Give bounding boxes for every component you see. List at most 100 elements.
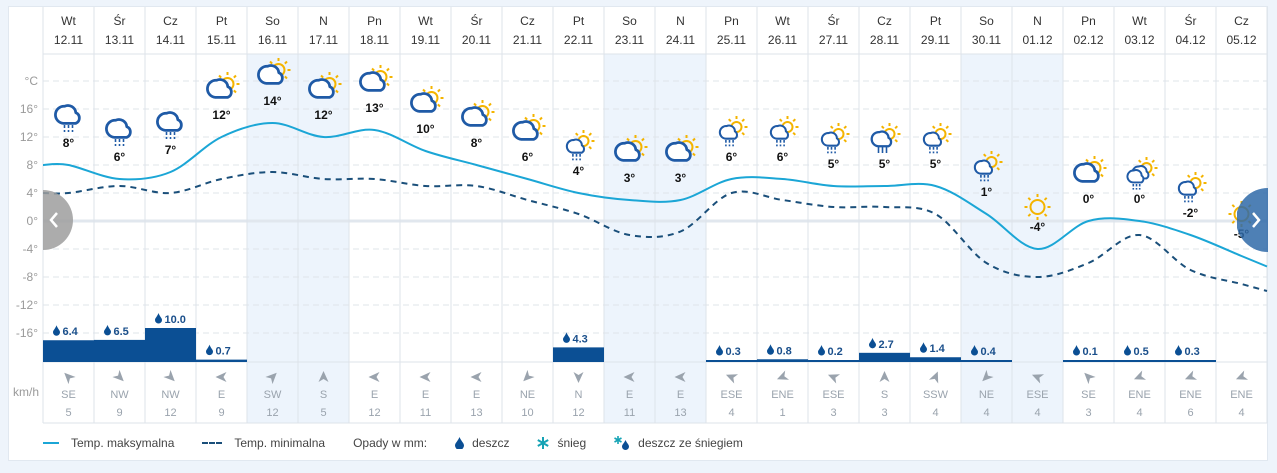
sun-ray — [233, 74, 237, 79]
day-date: 25.11 — [717, 33, 746, 47]
wind-arrow-icon — [112, 369, 124, 382]
day-name: Śr — [114, 13, 126, 28]
raindrop-icon — [206, 344, 213, 356]
sun-cloud-icon — [206, 72, 240, 99]
day-name: Wt — [775, 14, 790, 28]
temp-label: 5° — [879, 157, 891, 171]
raindrop-icon — [1124, 345, 1131, 356]
sun-ray — [218, 74, 222, 79]
sun-ray — [284, 75, 288, 80]
sun-ray — [335, 89, 339, 94]
sun-ray — [233, 89, 237, 94]
day-header: Śr 13.11 — [105, 13, 134, 47]
wind-unit-label: km/h — [13, 385, 39, 399]
wind-speed: 12 — [368, 407, 380, 419]
precip-bar — [757, 359, 808, 362]
scroll-left-button[interactable] — [43, 190, 73, 250]
day-header: Pt 22.11 — [564, 14, 593, 47]
cloud-rain-icon — [156, 111, 183, 139]
wind-speed: 13 — [470, 407, 482, 419]
wind-direction: E — [473, 389, 480, 401]
day-header: Cz 21.11 — [513, 14, 542, 47]
sun-ray — [843, 125, 847, 130]
day-name: N — [1033, 14, 1042, 28]
day-header: Pn 02.12 — [1073, 14, 1103, 47]
sun-ray — [1043, 213, 1048, 217]
wind-speed: 4 — [932, 407, 938, 419]
cloud-shape — [665, 141, 692, 162]
precip-label: 4.3 — [573, 333, 588, 345]
day-header: Cz 05.12 — [1226, 14, 1256, 47]
wind-arrow-icon — [368, 372, 380, 382]
raindrop-icon — [1073, 345, 1080, 356]
temp-label: 5° — [828, 157, 840, 171]
wind-direction: E — [371, 389, 378, 401]
legend-max: Temp. maksymalna — [43, 436, 174, 450]
legend-rain-label: deszcz — [472, 436, 510, 450]
day-header: Pn 25.11 — [717, 14, 746, 47]
sun-ray — [437, 88, 441, 93]
wind-arrow-icon — [928, 371, 939, 384]
temp-label: 5° — [930, 157, 942, 171]
sun-ray — [728, 118, 732, 123]
day-name: So — [622, 14, 637, 28]
cloud-shape — [1126, 169, 1145, 184]
wind-arrow-icon — [725, 374, 739, 384]
day-name: Cz — [877, 14, 892, 28]
sun-ray — [692, 152, 696, 157]
temp-label: -2° — [1183, 206, 1199, 220]
cloud-shape — [973, 159, 994, 175]
wind-speed: 3 — [1085, 407, 1091, 419]
wind-direction: S — [881, 389, 888, 401]
wind-speed: 11 — [624, 407, 635, 419]
cloud-shape — [257, 64, 284, 85]
day-date: 26.11 — [768, 33, 797, 47]
scroll-right-button[interactable] — [1236, 188, 1268, 252]
sun-ray — [269, 60, 273, 65]
sleet-icon — [614, 436, 630, 450]
cloud-shape — [410, 92, 437, 113]
day-header: So 16.11 — [258, 14, 287, 47]
legend-min-swatch — [202, 442, 223, 444]
sun-ray — [1138, 159, 1142, 164]
wind-speed: 9 — [116, 407, 122, 419]
precip-bar — [43, 340, 94, 362]
wind-direction: ESE — [720, 389, 742, 401]
day-date: 28.11 — [870, 33, 899, 47]
temp-label: 8° — [471, 136, 483, 150]
day-date: 04.12 — [1175, 33, 1205, 47]
wind-speed: 4 — [1238, 407, 1244, 419]
cloud-shape — [1073, 162, 1100, 183]
wind-arrow-icon — [523, 369, 535, 382]
day-name: Pt — [930, 14, 942, 28]
raindrop-icon — [1175, 345, 1182, 356]
chart-legend: Temp. maksymalna Temp. minimalna Opady w… — [43, 434, 771, 452]
day-name: So — [265, 14, 280, 28]
wind-speed: 4 — [1136, 407, 1142, 419]
precip-bar — [706, 360, 757, 362]
precip-label: 2.7 — [879, 339, 894, 351]
day-name: Wt — [1132, 14, 1147, 28]
day-date: 16.11 — [258, 33, 287, 47]
sun-ray — [588, 132, 592, 137]
wind-speed: 4 — [983, 407, 989, 419]
sun-ray — [843, 138, 847, 143]
wind-speed: 5 — [320, 407, 326, 419]
sun-ray — [488, 102, 492, 107]
day-header: So 23.11 — [615, 14, 644, 47]
sun-cloud-icon — [512, 114, 546, 141]
sun-ray — [996, 166, 1000, 171]
day-name: Pt — [573, 14, 585, 28]
wind-arrow-icon — [1184, 370, 1198, 380]
wind-arrow-icon — [163, 369, 175, 382]
sun-ray — [1151, 172, 1155, 177]
legend-min-label: Temp. minimalna — [234, 436, 326, 450]
precip-bar — [910, 357, 961, 362]
legend-max-swatch — [43, 442, 59, 444]
legend-sleet: deszcz ze śniegiem — [614, 436, 743, 450]
day-name: Pn — [724, 14, 739, 28]
temp-label: 12° — [212, 108, 230, 122]
sun-ray — [1151, 159, 1155, 164]
sun-clouds-rain-icon — [1126, 157, 1158, 190]
y-tick-label: 8° — [27, 158, 39, 172]
